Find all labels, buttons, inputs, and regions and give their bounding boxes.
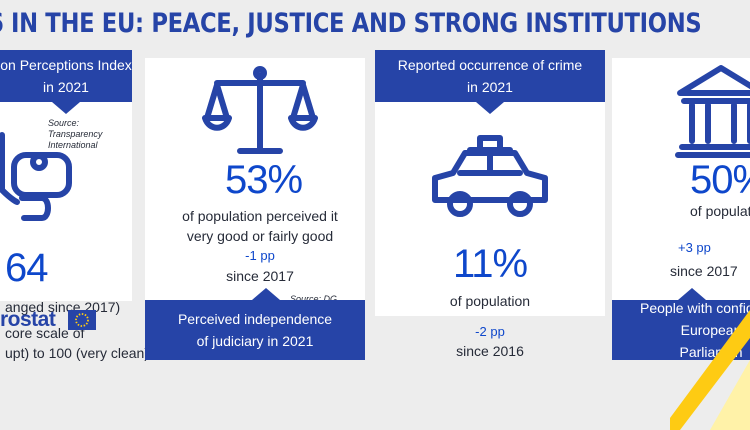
corruption-header-band: on Perceptions Index in 2021: [0, 50, 132, 102]
parliament-band-notch: [678, 288, 706, 300]
crime-desc: of population: [449, 293, 531, 309]
eu-flag-icon: [68, 310, 96, 330]
judiciary-since: since 2017: [226, 268, 294, 284]
corruption-scale-line2: upt) to 100 (very clean): [5, 345, 149, 361]
yellow-stripe-decoration: [670, 310, 750, 430]
parliament-change: +3 pp: [678, 240, 711, 255]
parliament-building-icon: [675, 65, 750, 158]
crime-header-band: Reported occurrence of crime in 2021: [375, 50, 605, 102]
crime-since: since 2016: [456, 343, 524, 359]
police-car-icon: [432, 135, 548, 217]
judiciary-band-notch: [252, 288, 280, 300]
judiciary-desc-line2: very good or fairly good: [186, 228, 334, 244]
judiciary-percentage: 53%: [225, 158, 303, 202]
hand-cash-icon: [0, 132, 72, 221]
scales-of-justice-icon: [202, 66, 318, 154]
corruption-scale-line1: core scale of: [5, 325, 85, 341]
eurostat-logo-text: rostat: [0, 308, 56, 331]
corruption-score: 64: [5, 246, 49, 290]
judiciary-band: Perceived independence of judiciary in 2…: [145, 300, 365, 360]
parliament-desc: of population: [690, 203, 750, 219]
crime-change: -2 pp: [475, 324, 505, 339]
corruption-header-line2: in 2021: [43, 79, 89, 95]
judiciary-band-line2: of judiciary in 2021: [196, 333, 314, 349]
crime-header-line1: Reported occurrence of crime: [397, 57, 583, 73]
parliament-since: since 2017: [670, 263, 738, 279]
crime-percentage: 11%: [452, 242, 528, 286]
judiciary-panel: [145, 58, 365, 301]
judiciary-band-line1: Perceived independence: [177, 311, 333, 327]
crime-header-notch: [476, 102, 504, 114]
parliament-percentage: 50%: [690, 158, 750, 202]
judiciary-change: -1 pp: [245, 248, 275, 263]
parliament-band-line1: People with confide: [640, 300, 750, 316]
corruption-header-line1: on Perceptions Index: [0, 57, 132, 73]
corruption-header-notch: [52, 102, 80, 114]
judiciary-desc-line1: of population perceived it: [182, 208, 338, 224]
corruption-source: Source: Transparency International: [48, 118, 103, 150]
page-title: 6 IN THE EU: PEACE, JUSTICE AND STRONG I…: [0, 8, 702, 39]
crime-header-line2: in 2021: [467, 79, 513, 95]
